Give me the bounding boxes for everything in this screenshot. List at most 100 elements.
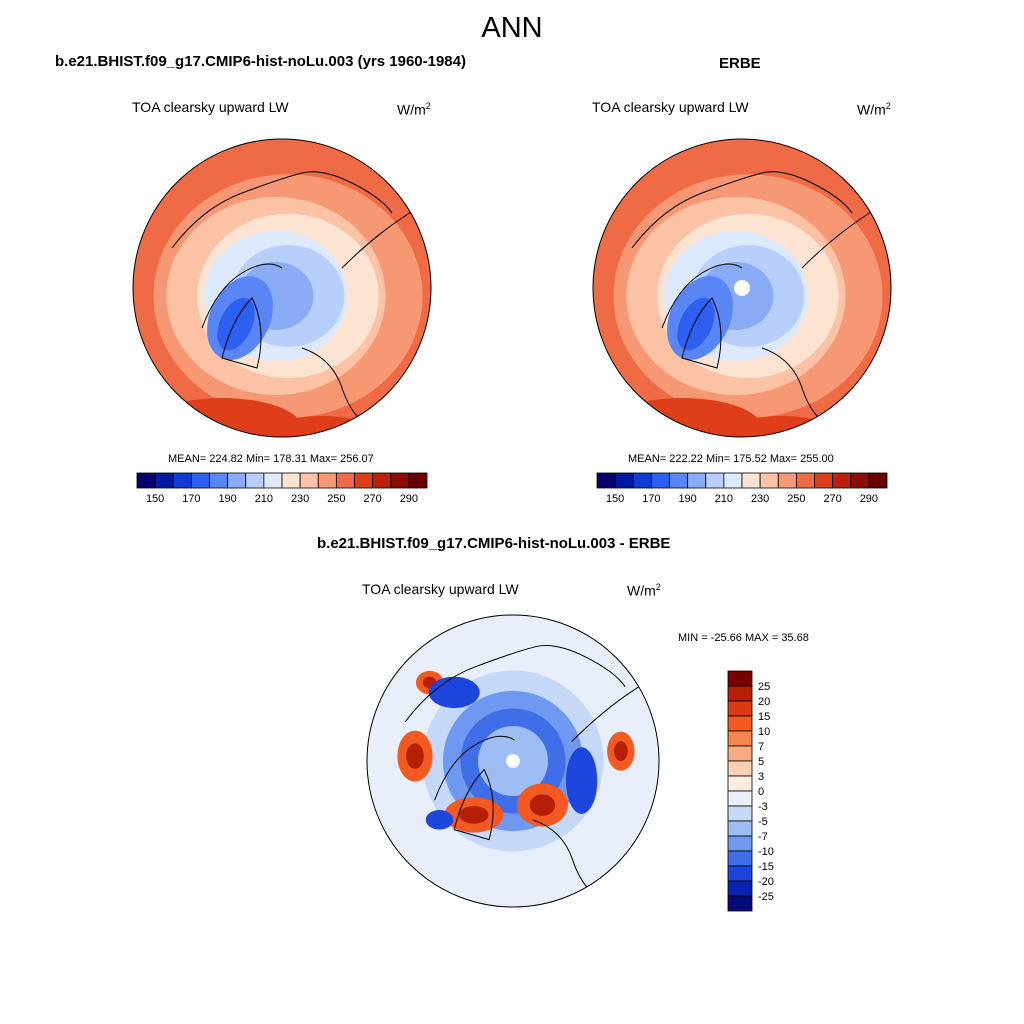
panel-title-obs: ERBE	[719, 55, 761, 72]
colorbar-tick-label: 270	[823, 493, 841, 505]
colorbar-tick-label: 270	[363, 493, 381, 505]
coastline	[681, 297, 722, 369]
colorbar-diff: 25 20 15 10 7 5 3 0 -3 -5 -7 -10 -15 -20 -25	[727, 670, 774, 912]
field-band	[428, 676, 480, 709]
colorbar-swatch	[209, 472, 229, 489]
map-outline	[132, 138, 432, 438]
colorbar-tick-label: -20	[758, 876, 774, 888]
colorbar-tick-label: 210	[715, 493, 733, 505]
figure-title: ANN	[481, 12, 543, 44]
colorbar-tick-label: 230	[751, 493, 769, 505]
colorbar-swatch	[741, 472, 761, 489]
colorbar-tick-label: -10	[758, 846, 774, 858]
colorbar-tick-label: 0	[758, 786, 764, 798]
colorbar-swatch	[650, 472, 670, 489]
colorbar-swatch	[727, 820, 753, 837]
polar-map-obs	[592, 138, 892, 438]
colorbar-swatch	[777, 472, 797, 489]
colorbar-tick-label: -25	[758, 891, 774, 903]
colorbar-tick-label: -5	[758, 816, 768, 828]
colorbar-swatch	[317, 472, 337, 489]
colorbar-tick-label: 190	[218, 493, 236, 505]
colorbar-tick-label: 150	[146, 493, 164, 505]
colorbar-tick-label: 250	[327, 493, 345, 505]
field-band	[565, 747, 598, 814]
colorbar-swatch	[727, 790, 753, 807]
colorbar-swatch	[727, 700, 753, 717]
colorbar-swatch	[390, 472, 410, 489]
colorbar-tick-label: -7	[758, 831, 768, 843]
colorbar-swatch	[727, 805, 753, 822]
colorbar-tick-label: 3	[758, 771, 764, 783]
colorbar-tick-label: -15	[758, 861, 774, 873]
colorbar-swatch	[727, 685, 753, 702]
polar-map-model	[132, 138, 432, 438]
field-band	[613, 741, 628, 761]
colorbar-model: 150 170 190 210 230 250 270 290	[136, 472, 428, 505]
colorbar-swatch	[190, 472, 210, 489]
variable-label-obs: TOA clearsky upward LW	[592, 99, 749, 115]
colorbar-swatch	[727, 895, 753, 912]
coastline	[221, 297, 262, 369]
colorbar-tick-label: -3	[758, 801, 768, 813]
coastline	[434, 735, 515, 801]
colorbar-tick-label: 150	[606, 493, 624, 505]
units-label-obs: W/m2	[857, 101, 891, 118]
colorbar-swatch	[832, 472, 852, 489]
field-band	[677, 297, 715, 351]
coastline	[631, 171, 853, 249]
colorbar-swatch	[723, 472, 743, 489]
colorbar-tick-label: 10	[758, 726, 770, 738]
colorbar-swatch	[727, 865, 753, 882]
colorbar-swatch	[850, 472, 870, 489]
colorbar-swatch	[632, 472, 652, 489]
units-label-model: W/m2	[397, 101, 431, 118]
colorbar-tick-label: 290	[400, 493, 418, 505]
colorbar-tick-label: 290	[860, 493, 878, 505]
colorbar-swatch	[727, 775, 753, 792]
stats-obs: MEAN= 222.22 Min= 175.52 Max= 255.00	[628, 453, 834, 465]
pole-hole	[734, 280, 750, 296]
coastline	[761, 347, 853, 437]
colorbar-swatch	[795, 472, 815, 489]
colorbar-swatch	[727, 760, 753, 777]
colorbar-swatch	[335, 472, 355, 489]
colorbar-swatch	[136, 472, 156, 489]
colorbar-swatch	[372, 472, 392, 489]
colorbar-swatch	[172, 472, 192, 489]
coastline	[301, 347, 393, 437]
panel-title-model: b.e21.BHIST.f09_g17.CMIP6-hist-noLu.003 …	[55, 53, 466, 70]
coastline	[661, 263, 743, 329]
colorbar-tick-label: 15	[758, 711, 770, 723]
colorbar-swatch	[727, 715, 753, 732]
colorbar-swatch	[727, 730, 753, 747]
coastline	[453, 768, 494, 841]
coastline	[404, 645, 626, 723]
colorbar-tick-label: 25	[758, 681, 770, 693]
colorbar-swatch	[759, 472, 779, 489]
colorbar-swatch	[354, 472, 374, 489]
colorbar-swatch	[614, 472, 634, 489]
map-outline	[366, 614, 660, 908]
colorbar-swatch	[408, 472, 428, 489]
colorbar-tick-label: 190	[678, 493, 696, 505]
colorbar-swatch	[727, 880, 753, 897]
colorbar-tick-label: 20	[758, 696, 770, 708]
colorbar-tick-label: 230	[291, 493, 309, 505]
colorbar-obs: 150 170 190 210 230 250 270 290	[596, 472, 888, 505]
colorbar-tick-label: 5	[758, 756, 764, 768]
variable-label-model: TOA clearsky upward LW	[132, 99, 289, 115]
colorbar-swatch	[814, 472, 834, 489]
stats-diff: MIN = -25.66 MAX = 35.68	[678, 632, 809, 644]
field-band	[406, 743, 424, 769]
colorbar-swatch	[669, 472, 689, 489]
colorbar-swatch	[154, 472, 174, 489]
colorbar-swatch	[727, 835, 753, 852]
colorbar-tick-label: 210	[255, 493, 273, 505]
field-band	[425, 810, 454, 830]
colorbar-tick-label: 170	[182, 493, 200, 505]
colorbar-swatch	[263, 472, 283, 489]
panel-title-diff: b.e21.BHIST.f09_g17.CMIP6-hist-noLu.003 …	[317, 535, 671, 552]
colorbar-swatch	[868, 472, 888, 489]
colorbar-swatch	[299, 472, 319, 489]
